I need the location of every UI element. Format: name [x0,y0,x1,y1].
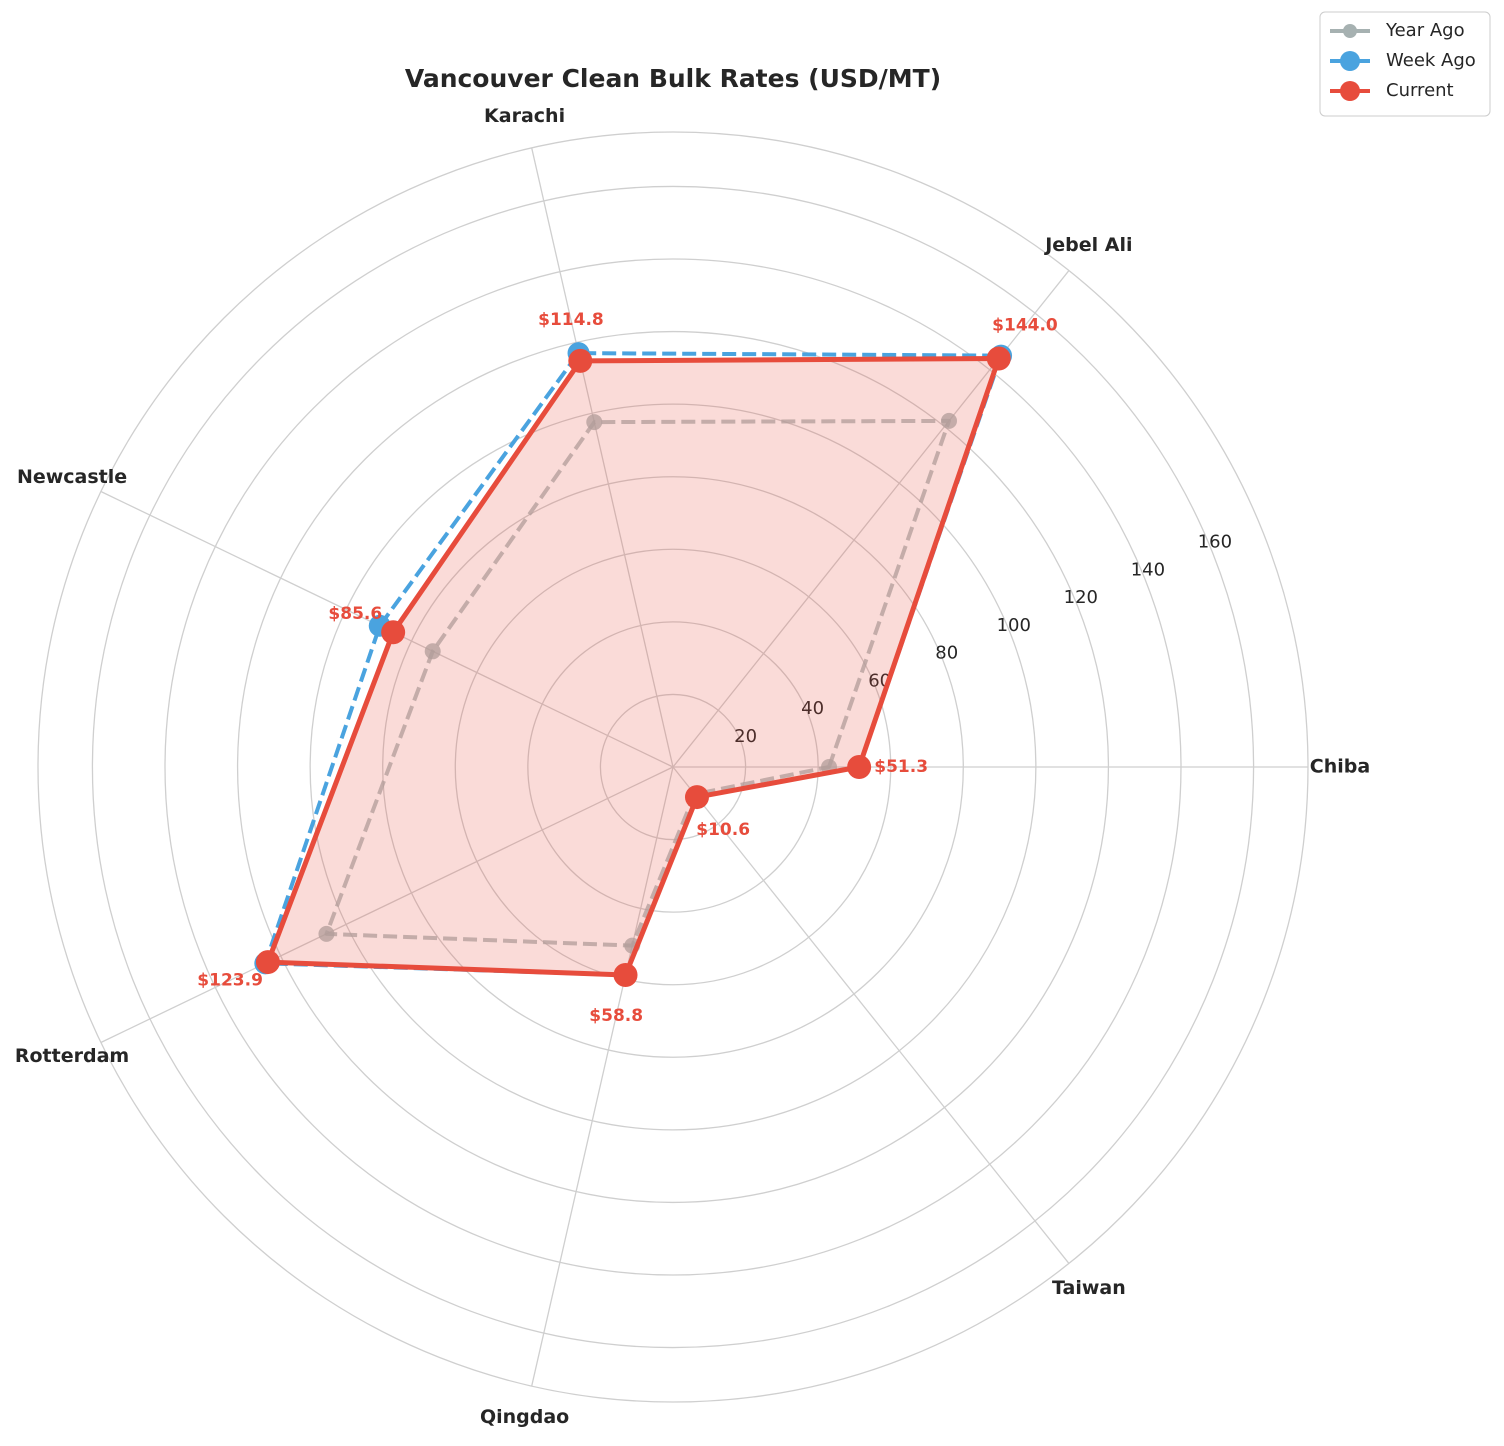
category-label: Taiwan [1052,1277,1126,1299]
spoke [672,766,1070,1264]
series-point [847,755,872,779]
r-tick-label: 160 [1198,532,1232,553]
series-point [586,414,603,431]
series-line [265,356,1002,978]
spoke [531,147,674,768]
r-tick-label: 40 [801,698,824,719]
legend-label: Week Ago [1386,50,1476,71]
value-label: $51.3 [874,757,928,777]
series-line [324,418,951,948]
value-label: $10.6 [696,820,750,840]
legend-marker [1340,81,1360,101]
legend-marker [1343,24,1357,38]
value-label: $114.8 [538,310,604,330]
series-point [568,348,593,373]
series-point [318,925,335,942]
series-point [424,643,441,660]
series-area [267,358,999,975]
spoke [531,766,674,1387]
category-label: Rotterdam [15,1045,129,1067]
legend-label: Year Ago [1385,20,1465,41]
chart-title: Vancouver Clean Bulk Rates (USD/MT) [405,64,941,93]
r-tick-label: 100 [997,615,1031,636]
legend-marker [1340,51,1360,71]
category-label: Qingdao [480,1406,569,1428]
value-label: $123.9 [197,970,263,990]
series-point [381,620,406,645]
r-tick-label: 80 [935,643,958,664]
legend-label: Current [1386,80,1454,101]
series-point [986,346,1011,371]
r-tick-label: 140 [1131,559,1165,580]
category-label: Newcastle [17,466,127,488]
legend: Year Ago Week Ago Current [1319,11,1491,117]
spoke [100,766,674,1044]
r-tick-label: 120 [1064,587,1098,608]
value-label: $144.0 [992,316,1058,336]
value-label: $58.8 [589,1006,643,1026]
category-label: Karachi [484,105,565,127]
series-point [255,950,280,975]
series-point [613,963,638,988]
r-tick-label: 20 [734,726,757,747]
category-label: Jebel Ali [1043,234,1132,256]
category-label: Chiba [1310,756,1370,778]
series-point [941,412,958,429]
series-point [684,785,709,810]
value-label: $85.6 [328,604,382,624]
